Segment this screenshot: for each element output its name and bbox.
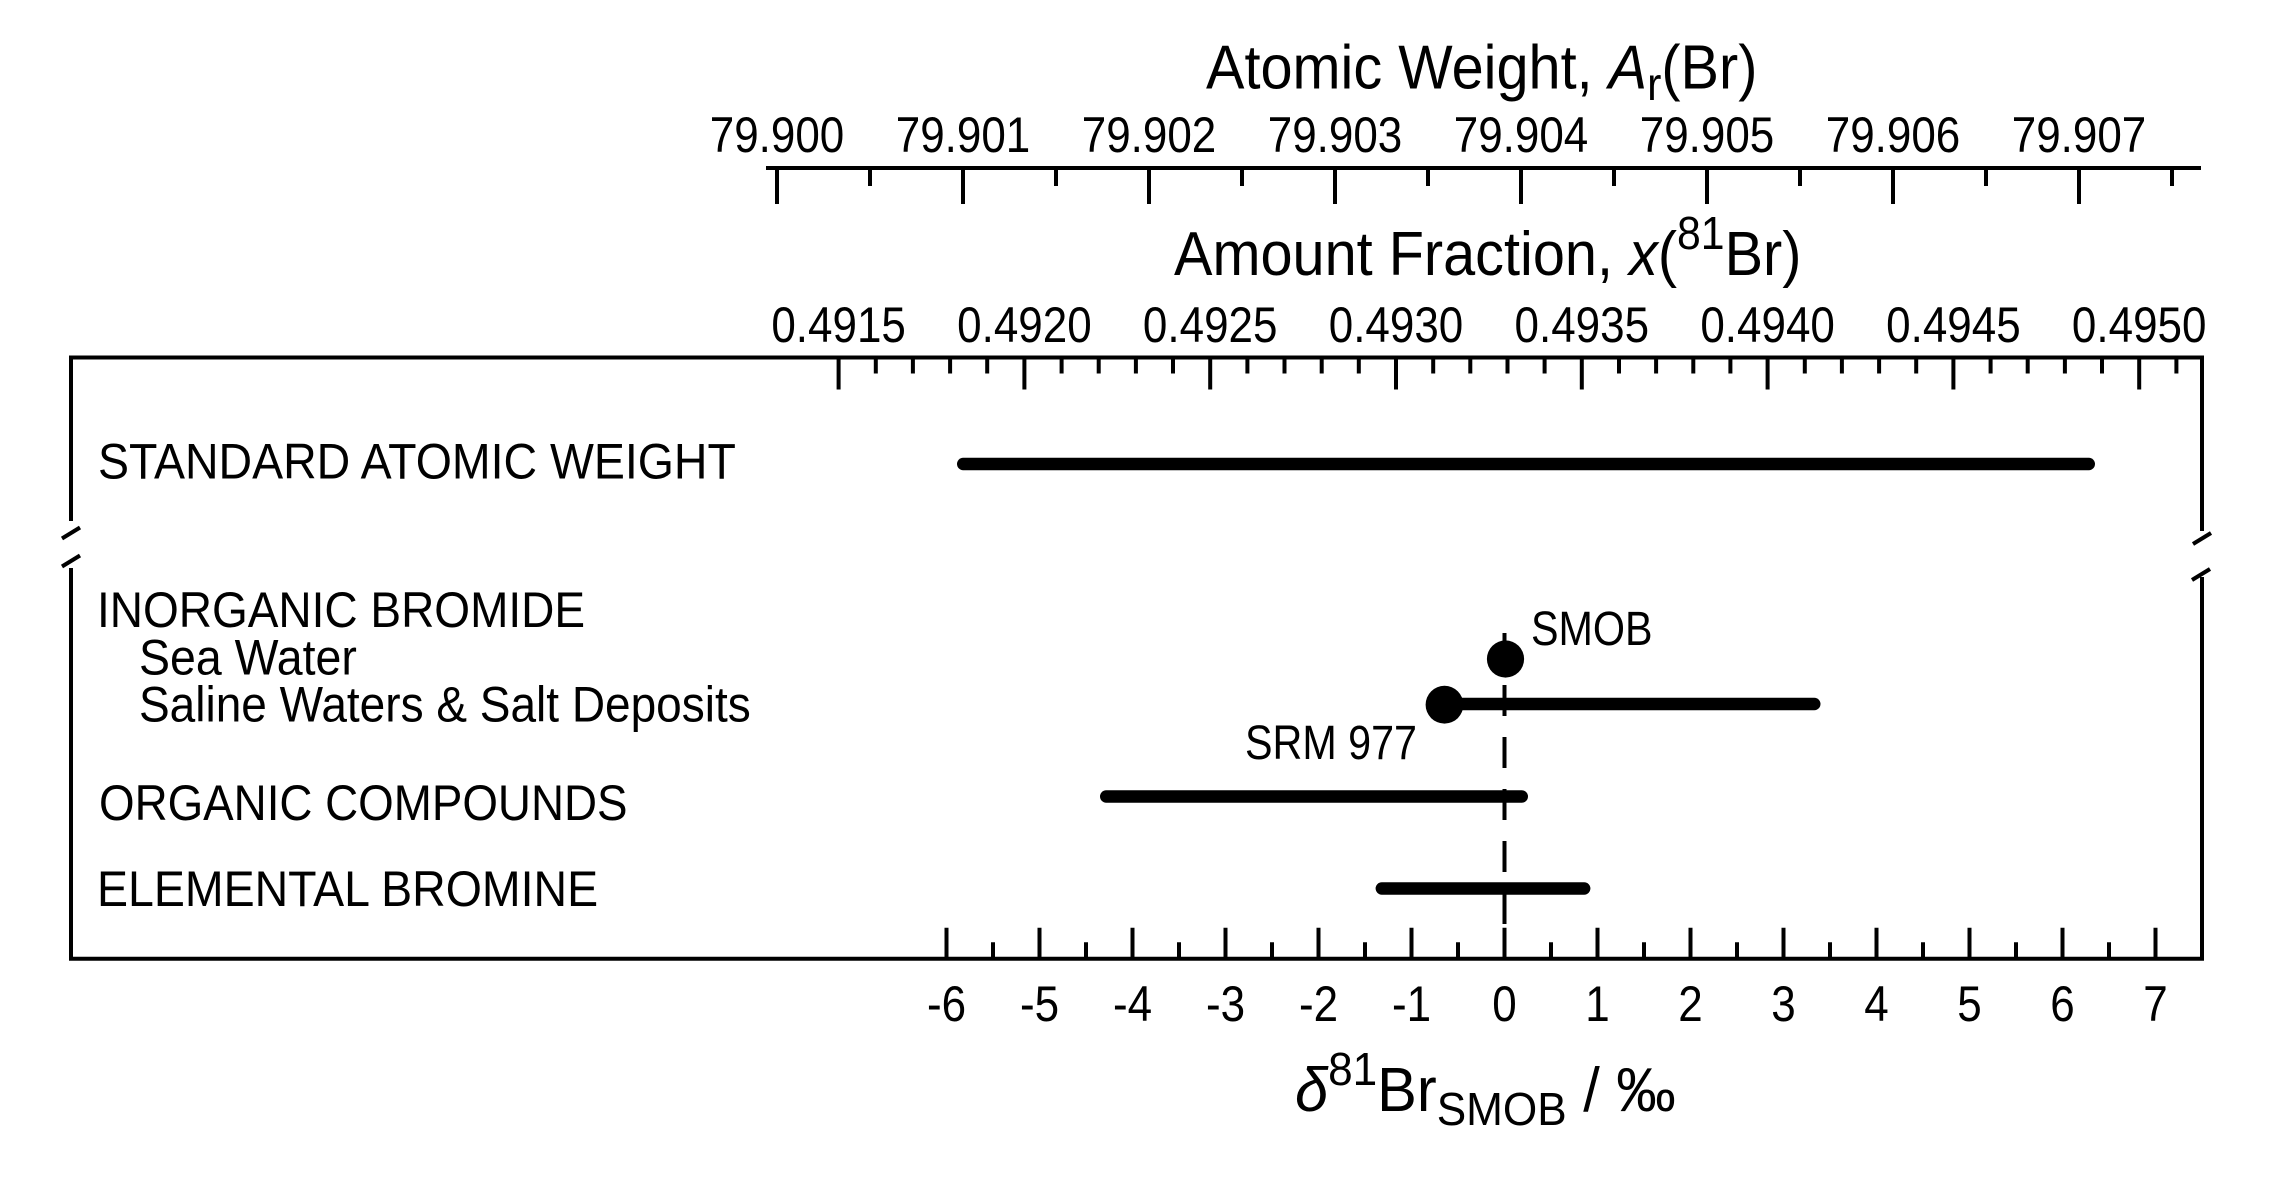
svg-text:79.903: 79.903: [1268, 106, 1403, 162]
svg-text:SMOB: SMOB: [1531, 602, 1653, 656]
svg-text:0.4935: 0.4935: [1515, 296, 1650, 352]
svg-text:STANDARD ATOMIC WEIGHT: STANDARD ATOMIC WEIGHT: [98, 434, 736, 490]
svg-text:0: 0: [1492, 975, 1516, 1031]
svg-text:0.4950: 0.4950: [2072, 296, 2207, 352]
svg-text:ELEMENTAL BROMINE: ELEMENTAL BROMINE: [97, 861, 598, 917]
svg-text:0.4925: 0.4925: [1143, 296, 1278, 352]
svg-text:4: 4: [1864, 975, 1888, 1031]
svg-text:Atomic Weight, Ar(Br): Atomic Weight, Ar(Br): [1206, 33, 1757, 111]
svg-text:79.904: 79.904: [1454, 106, 1589, 162]
svg-text:-3: -3: [1206, 975, 1245, 1031]
svg-text:-5: -5: [1020, 975, 1059, 1031]
svg-text:3: 3: [1771, 975, 1795, 1031]
svg-text:79.902: 79.902: [1082, 106, 1217, 162]
svg-text:0.4940: 0.4940: [1700, 296, 1835, 352]
svg-text:INORGANIC BROMIDE: INORGANIC BROMIDE: [97, 583, 585, 638]
svg-text:79.905: 79.905: [1640, 106, 1775, 162]
svg-text:Saline Waters & Salt Deposits: Saline Waters & Salt Deposits: [139, 678, 751, 733]
svg-text:0.4920: 0.4920: [957, 296, 1092, 352]
svg-text:79.900: 79.900: [710, 106, 845, 162]
svg-text:5: 5: [1957, 975, 1981, 1031]
svg-text:0.4915: 0.4915: [771, 296, 906, 352]
svg-text:6: 6: [2050, 975, 2074, 1031]
svg-text:79.901: 79.901: [896, 106, 1031, 162]
svg-text:-2: -2: [1299, 975, 1338, 1031]
svg-text:7: 7: [2143, 975, 2167, 1031]
svg-text:Sea Water: Sea Water: [139, 630, 357, 686]
svg-text:2: 2: [1678, 975, 1702, 1031]
svg-text:SRM 977: SRM 977: [1245, 716, 1417, 770]
svg-text:79.906: 79.906: [1826, 106, 1961, 162]
svg-text:0.4930: 0.4930: [1329, 296, 1464, 352]
svg-text:0.4945: 0.4945: [1886, 296, 2021, 352]
svg-text:-6: -6: [927, 975, 966, 1031]
svg-text:79.907: 79.907: [2012, 106, 2147, 162]
svg-text:1: 1: [1585, 975, 1609, 1031]
svg-text:-4: -4: [1113, 975, 1152, 1031]
svg-text:-1: -1: [1392, 975, 1431, 1031]
svg-text:δ81BrSMOB / ‰: δ81BrSMOB / ‰: [1295, 1043, 1676, 1135]
svg-text:ORGANIC COMPOUNDS: ORGANIC COMPOUNDS: [99, 776, 628, 831]
